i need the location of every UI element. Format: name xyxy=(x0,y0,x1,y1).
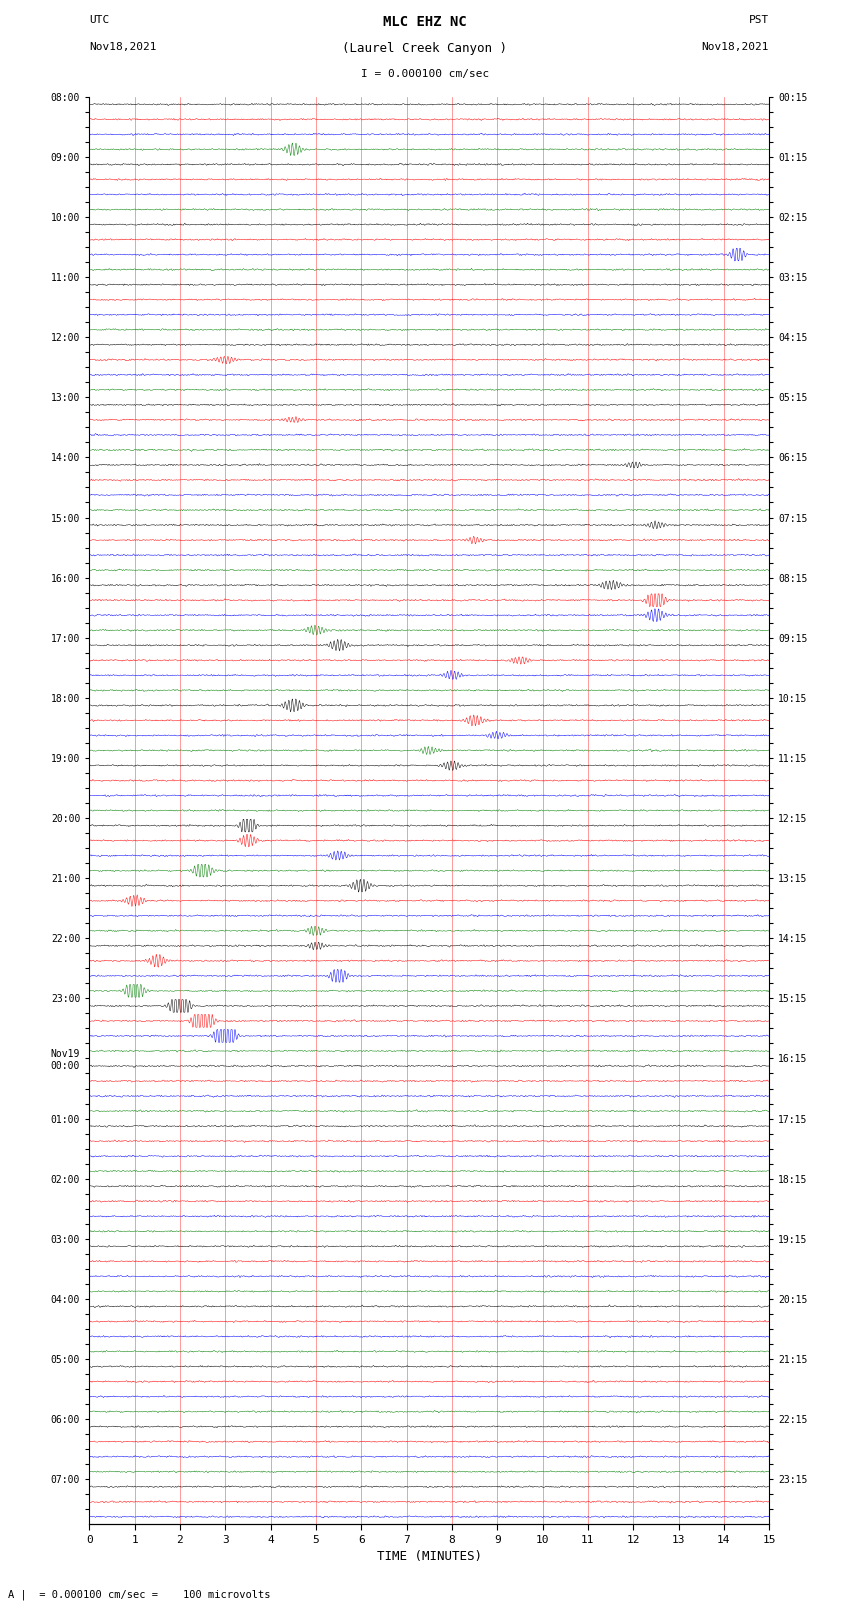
Text: Nov18,2021: Nov18,2021 xyxy=(702,42,769,52)
Text: (Laurel Creek Canyon ): (Laurel Creek Canyon ) xyxy=(343,42,507,55)
Text: A |  = 0.000100 cm/sec =    100 microvolts: A | = 0.000100 cm/sec = 100 microvolts xyxy=(8,1589,271,1600)
Text: PST: PST xyxy=(749,15,769,24)
Text: I = 0.000100 cm/sec: I = 0.000100 cm/sec xyxy=(361,69,489,79)
Text: Nov18,2021: Nov18,2021 xyxy=(89,42,156,52)
Text: MLC EHZ NC: MLC EHZ NC xyxy=(383,15,467,29)
X-axis label: TIME (MINUTES): TIME (MINUTES) xyxy=(377,1550,482,1563)
Text: UTC: UTC xyxy=(89,15,110,24)
